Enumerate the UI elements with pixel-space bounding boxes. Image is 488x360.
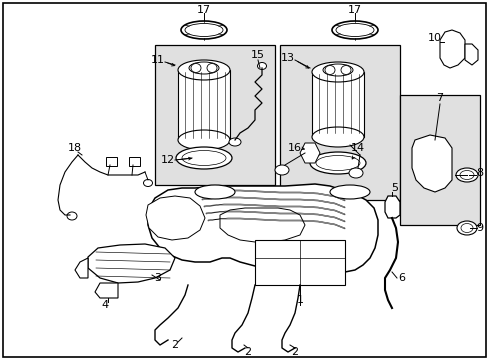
Text: 4: 4 [101,300,108,310]
Text: 7: 7 [436,93,443,103]
Bar [280,45,399,200]
Ellipse shape [257,63,266,69]
Text: 6: 6 [398,273,405,283]
Ellipse shape [67,212,77,220]
Text: 17: 17 [347,5,361,15]
Text: 9: 9 [475,223,483,233]
Text: 2: 2 [171,340,178,350]
Ellipse shape [178,60,229,80]
Ellipse shape [228,138,241,146]
Polygon shape [148,184,377,272]
FancyBboxPatch shape [128,157,139,166]
Ellipse shape [325,66,334,75]
Bar [311,72,363,137]
Ellipse shape [143,180,152,186]
Bar [254,240,345,285]
Text: 17: 17 [197,5,211,15]
Polygon shape [88,244,175,283]
Polygon shape [299,143,319,163]
Ellipse shape [331,21,377,39]
Polygon shape [75,258,88,278]
Ellipse shape [323,64,352,76]
Ellipse shape [206,63,217,72]
Text: 8: 8 [475,168,483,178]
Ellipse shape [309,152,365,174]
Ellipse shape [456,221,476,235]
Text: 3: 3 [154,273,161,283]
Ellipse shape [311,127,363,147]
Polygon shape [95,283,118,298]
Ellipse shape [329,185,369,199]
FancyBboxPatch shape [105,157,116,166]
Bar [178,70,229,140]
Text: 18: 18 [68,143,82,153]
Text: 2: 2 [244,347,251,357]
Text: 12: 12 [161,155,175,165]
Text: 15: 15 [250,50,264,60]
Text: 14: 14 [350,143,365,153]
Polygon shape [411,135,451,192]
Text: 16: 16 [287,143,302,153]
Ellipse shape [176,147,231,169]
Ellipse shape [189,62,219,74]
Ellipse shape [340,66,350,75]
Ellipse shape [274,165,288,175]
Bar [155,45,274,185]
Text: 13: 13 [281,53,294,63]
Ellipse shape [455,168,477,182]
Ellipse shape [195,185,235,199]
Ellipse shape [181,21,226,39]
Ellipse shape [191,63,201,72]
Ellipse shape [311,62,363,82]
Polygon shape [146,196,204,240]
Ellipse shape [178,130,229,150]
Text: 1: 1 [296,295,303,305]
Text: 2: 2 [291,347,298,357]
Polygon shape [464,44,477,65]
Text: 5: 5 [391,183,398,193]
Polygon shape [384,196,399,218]
Text: 10: 10 [427,33,441,43]
Bar [399,95,479,225]
Polygon shape [439,30,464,68]
Text: 11: 11 [151,55,164,65]
Ellipse shape [348,168,362,178]
